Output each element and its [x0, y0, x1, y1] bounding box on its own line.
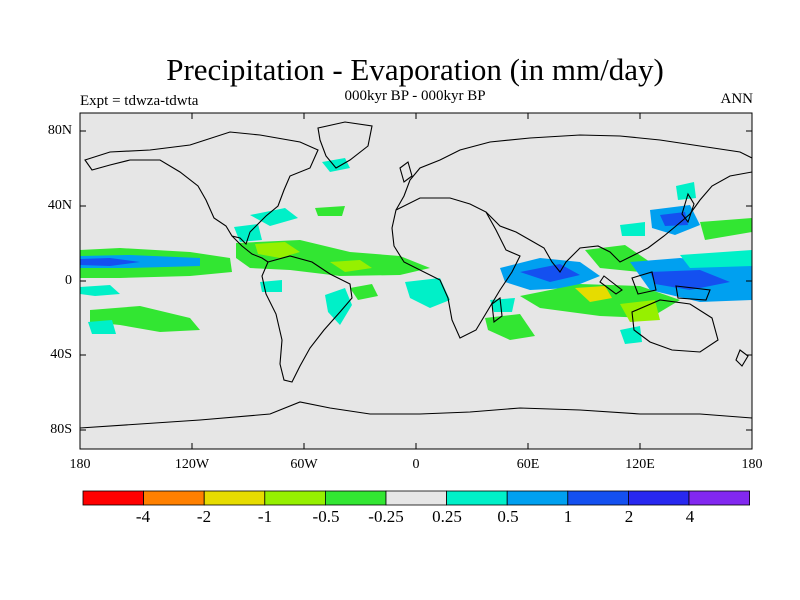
- anomaly-patch: [325, 288, 352, 325]
- lon-tick-label: 120E: [625, 457, 655, 472]
- colorbar-label: 4: [685, 507, 695, 526]
- lat-tick-label: 80S: [50, 422, 72, 437]
- anomaly-patch: [234, 224, 262, 242]
- coastline-africa: [391, 197, 521, 339]
- coastline-borneo: [631, 271, 657, 295]
- anomaly-patch: [485, 314, 535, 340]
- colorbar-label: -4: [135, 507, 151, 526]
- lon-tick-label: 180: [69, 457, 91, 472]
- lon-tick-label: 0: [412, 457, 420, 472]
- colorbar-label: -1: [257, 507, 273, 526]
- colorbar-label: -0.25: [368, 507, 404, 526]
- colorbar-box: [567, 490, 629, 506]
- lat-tick-label: 0: [65, 273, 72, 288]
- lon-tick-label: 60W: [290, 457, 318, 472]
- colorbar-box: [203, 490, 266, 506]
- colorbar-label: -0.5: [312, 507, 340, 526]
- colorbar-box: [82, 490, 144, 506]
- experiment-label: Expt = tdwza-tdwta: [80, 93, 199, 109]
- coastlines: [80, 121, 752, 429]
- colorbar-box: [385, 490, 447, 506]
- anomaly-patch: [676, 182, 696, 200]
- anomaly-patch: [620, 300, 660, 322]
- anomaly-patch: [250, 208, 298, 226]
- anomaly-patch: [620, 222, 645, 236]
- anomaly-patch: [575, 286, 612, 302]
- coastline-australia: [631, 299, 719, 353]
- anomaly-patch: [80, 258, 140, 266]
- colorbar-box: [143, 490, 205, 506]
- coastline-new-guinea: [675, 285, 711, 301]
- coastline-britain: [399, 161, 413, 183]
- plot-subtitle: 000kyr BP - 000kyr BP: [344, 88, 486, 104]
- anomaly-patch: [260, 280, 282, 292]
- anomaly-patch: [255, 242, 300, 258]
- anomaly-patch: [405, 278, 450, 308]
- anomaly-patch: [490, 298, 515, 312]
- coastline-greenland: [317, 121, 373, 169]
- colorbar: [82, 490, 750, 506]
- colorbar-label: -2: [196, 507, 212, 526]
- lat-tick-label: 80N: [47, 123, 72, 138]
- anomaly-patch: [88, 320, 116, 334]
- colorbar-box: [688, 490, 750, 506]
- lon-tick-label: 60E: [516, 457, 540, 472]
- colorbar-box: [264, 490, 326, 506]
- anomaly-patch: [315, 206, 345, 216]
- colorbar-box: [628, 490, 690, 506]
- colorbar-label: 2: [624, 507, 634, 526]
- colorbar-label: 0.5: [497, 507, 519, 526]
- plot-title: Precipitation - Evaporation (in mm/day): [166, 52, 664, 87]
- coastline-south-america: [261, 255, 353, 383]
- anomaly-field: [80, 158, 752, 344]
- colorbar-box: [506, 490, 569, 506]
- anomaly-patch: [680, 250, 752, 268]
- axis-ticks: [80, 113, 752, 449]
- lon-tick-label: 120W: [174, 457, 210, 472]
- anomaly-patch: [520, 264, 580, 282]
- colorbar-label: 1: [563, 507, 573, 526]
- anomaly-patch: [80, 285, 120, 296]
- anomaly-patch: [650, 270, 730, 290]
- anomaly-patch: [350, 284, 378, 300]
- anomaly-patch: [330, 260, 372, 272]
- coastline-japan: [681, 192, 695, 224]
- anomaly-patch: [660, 212, 688, 226]
- anomaly-patch: [700, 218, 752, 240]
- lon-tick-label: 180: [741, 457, 763, 472]
- colorbar-box: [446, 490, 508, 506]
- coastline-central-america: [231, 235, 269, 263]
- coastline-antarctica: [80, 401, 752, 429]
- season-label: ANN: [720, 91, 754, 107]
- coastline-madagascar: [491, 296, 503, 324]
- anomaly-patch: [90, 306, 200, 332]
- colorbar-box: [324, 490, 387, 506]
- coastline-sumatra: [599, 275, 623, 295]
- coastline-north-america: [84, 131, 319, 246]
- anomaly-patch: [322, 158, 350, 172]
- anomaly-patch: [620, 326, 642, 344]
- colorbar-label: 0.25: [432, 507, 462, 526]
- coastline-new-zealand: [735, 349, 749, 367]
- lat-tick-label: 40N: [47, 198, 72, 213]
- lat-tick-label: 40S: [50, 347, 72, 362]
- coastline-eurasia: [395, 134, 752, 273]
